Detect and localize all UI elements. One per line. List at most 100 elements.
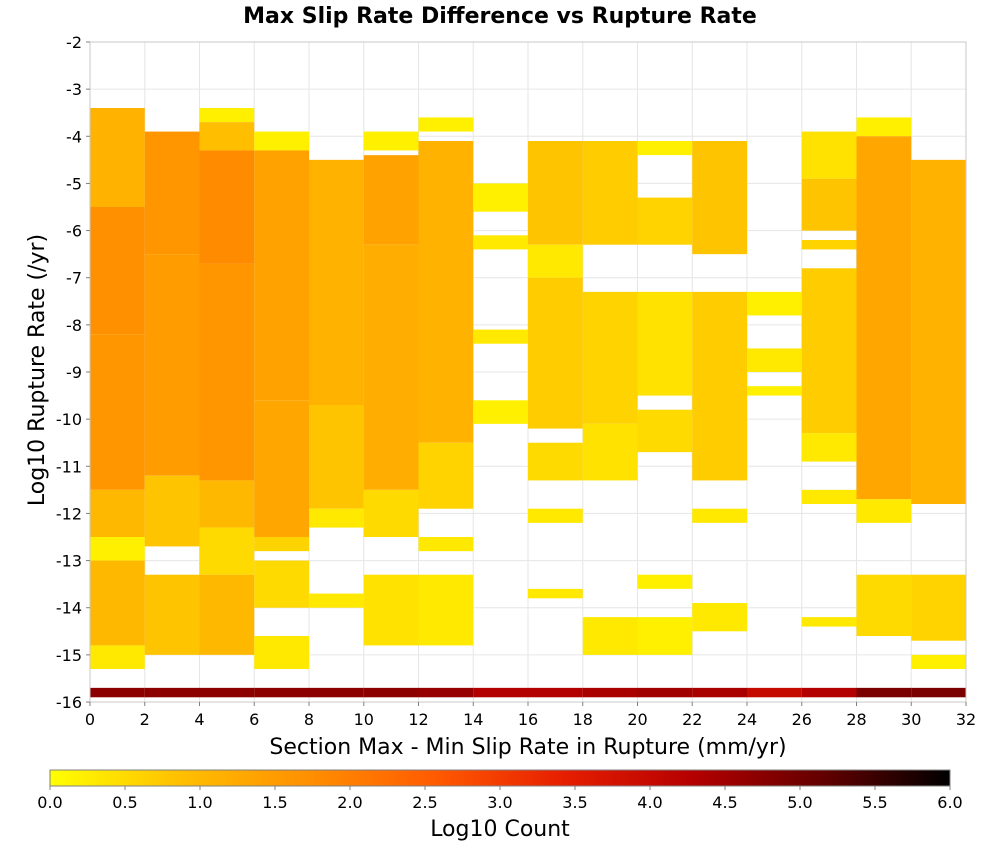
heatmap-cell — [254, 400, 309, 537]
heatmap-cell — [199, 150, 255, 264]
colorbar-tick-label: 4.0 — [637, 793, 662, 812]
heatmap-cell — [692, 603, 747, 632]
heatmap-cell — [473, 329, 528, 344]
heatmap-cell — [801, 687, 857, 698]
heatmap-cell — [90, 334, 145, 490]
heatmap-cell — [473, 183, 528, 212]
heatmap-cell — [199, 122, 255, 151]
colorbar-tick-label: 2.0 — [337, 793, 362, 812]
heatmap-cell — [309, 159, 364, 405]
heatmap-cell — [199, 263, 255, 481]
y-tick-label: -12 — [56, 504, 82, 523]
heatmap-cell — [363, 244, 419, 490]
y-tick-label: -5 — [66, 174, 82, 193]
x-tick-label: 26 — [792, 710, 812, 729]
heatmap-cell — [309, 508, 364, 528]
x-tick-label: 12 — [408, 710, 428, 729]
x-tick-label: 28 — [846, 710, 866, 729]
heatmap-cell — [856, 499, 912, 523]
heatmap-cell — [911, 687, 966, 698]
x-tick-label: 22 — [682, 710, 702, 729]
x-tick-label: 8 — [304, 710, 314, 729]
heatmap-cell — [363, 489, 419, 537]
colorbar-tick-label: 4.5 — [712, 793, 737, 812]
colorbar-tick-label: 0.5 — [112, 793, 137, 812]
heatmap-cell — [254, 150, 309, 401]
heatmap-cell — [582, 141, 638, 245]
heatmap-cell — [363, 574, 419, 646]
x-tick-label: 20 — [627, 710, 647, 729]
y-tick-label: -4 — [66, 127, 82, 146]
heatmap-cell — [801, 240, 857, 250]
heatmap-cell — [856, 687, 912, 698]
heatmap-cell — [692, 508, 747, 523]
heatmap-cell — [801, 131, 857, 179]
colorbar-tick-label: 5.0 — [787, 793, 812, 812]
heatmap-cell — [309, 405, 364, 509]
heatmap-cell — [144, 475, 200, 547]
heatmap-cell — [747, 386, 802, 396]
heatmap-cell — [144, 254, 200, 476]
heatmap-cell — [199, 480, 255, 528]
y-tick-label: -14 — [56, 599, 82, 618]
heatmap-cell — [473, 400, 528, 424]
heatmap-cell — [254, 131, 309, 151]
y-tick-label: -10 — [56, 410, 82, 429]
heatmap-cell — [637, 409, 693, 453]
heatmap-cell — [911, 574, 966, 641]
heatmap-cell — [637, 291, 693, 396]
heatmap-cell — [747, 348, 802, 372]
y-tick-label: -3 — [66, 80, 82, 99]
heatmap-cell — [528, 687, 583, 698]
heatmap-cell — [747, 687, 802, 698]
y-tick-label: -16 — [56, 693, 82, 712]
y-tick-label: -7 — [66, 269, 82, 288]
heatmap-cell — [856, 136, 912, 500]
heatmap-cell — [637, 617, 693, 655]
heatmap-cell — [144, 574, 200, 655]
heatmap-cell — [801, 268, 857, 434]
heatmap-cell — [363, 687, 419, 698]
x-axis-label: Section Max - Min Slip Rate in Rupture (… — [269, 735, 786, 760]
heatmap-cell — [309, 593, 364, 608]
x-tick-label: 16 — [518, 710, 538, 729]
heatmap-cell — [692, 141, 747, 255]
heatmap-cell — [856, 574, 912, 636]
y-axis-ticks: -2 -3 -4 -5 -6 -7 -8 -9 -10 -11 -12 -13 -14 -15 -16 — [56, 33, 90, 712]
colorbar-tick-label: 3.0 — [487, 793, 512, 812]
heatmap-cell — [528, 588, 583, 599]
heatmap-cell — [637, 141, 693, 156]
heatmap-cell — [637, 574, 693, 589]
heatmap-cell — [363, 131, 419, 151]
heatmap-cell — [582, 617, 638, 655]
heatmap-cell — [254, 537, 309, 552]
heatmap-cell — [582, 291, 638, 424]
x-axis-ticks: 0 2 4 6 8 10 12 14 16 18 20 22 24 26 28 30 32 — [85, 702, 976, 729]
heatmap-cell — [801, 489, 857, 504]
x-tick-label: 4 — [194, 710, 204, 729]
colorbar-tick-label: 2.5 — [412, 793, 437, 812]
heatmap-cell — [90, 560, 145, 646]
heatmap-cell — [90, 537, 145, 561]
heatmap-cell — [911, 159, 966, 505]
heatmap-cell — [692, 687, 747, 698]
heatmap-cell — [528, 244, 583, 278]
heatmap-cell — [801, 617, 857, 627]
colorbar-label: Log10 Count — [430, 817, 570, 842]
heatmap-cell — [692, 291, 747, 481]
colorbar-tick-label: 3.5 — [562, 793, 587, 812]
heatmap-cell — [856, 117, 912, 137]
colorbar — [49, 769, 951, 787]
heatmap-cells — [90, 108, 966, 698]
heatmap-cell — [418, 687, 474, 698]
heatmap-cell — [528, 442, 583, 481]
heatmap-cell — [144, 131, 200, 255]
heatmap-cell — [911, 654, 966, 669]
colorbar-tick-label: 1.5 — [262, 793, 287, 812]
heatmap-cell — [254, 636, 309, 669]
heatmap-cell — [254, 560, 309, 608]
heatmap-cell — [144, 687, 200, 698]
colorbar-tick-label: 0.0 — [37, 793, 62, 812]
y-tick-label: -6 — [66, 222, 82, 241]
colorbar-ticks: 0.0 0.5 1.0 1.5 2.0 2.5 3.0 3.5 4.0 4.5 5.0 5.5 6.0 — [37, 786, 963, 812]
